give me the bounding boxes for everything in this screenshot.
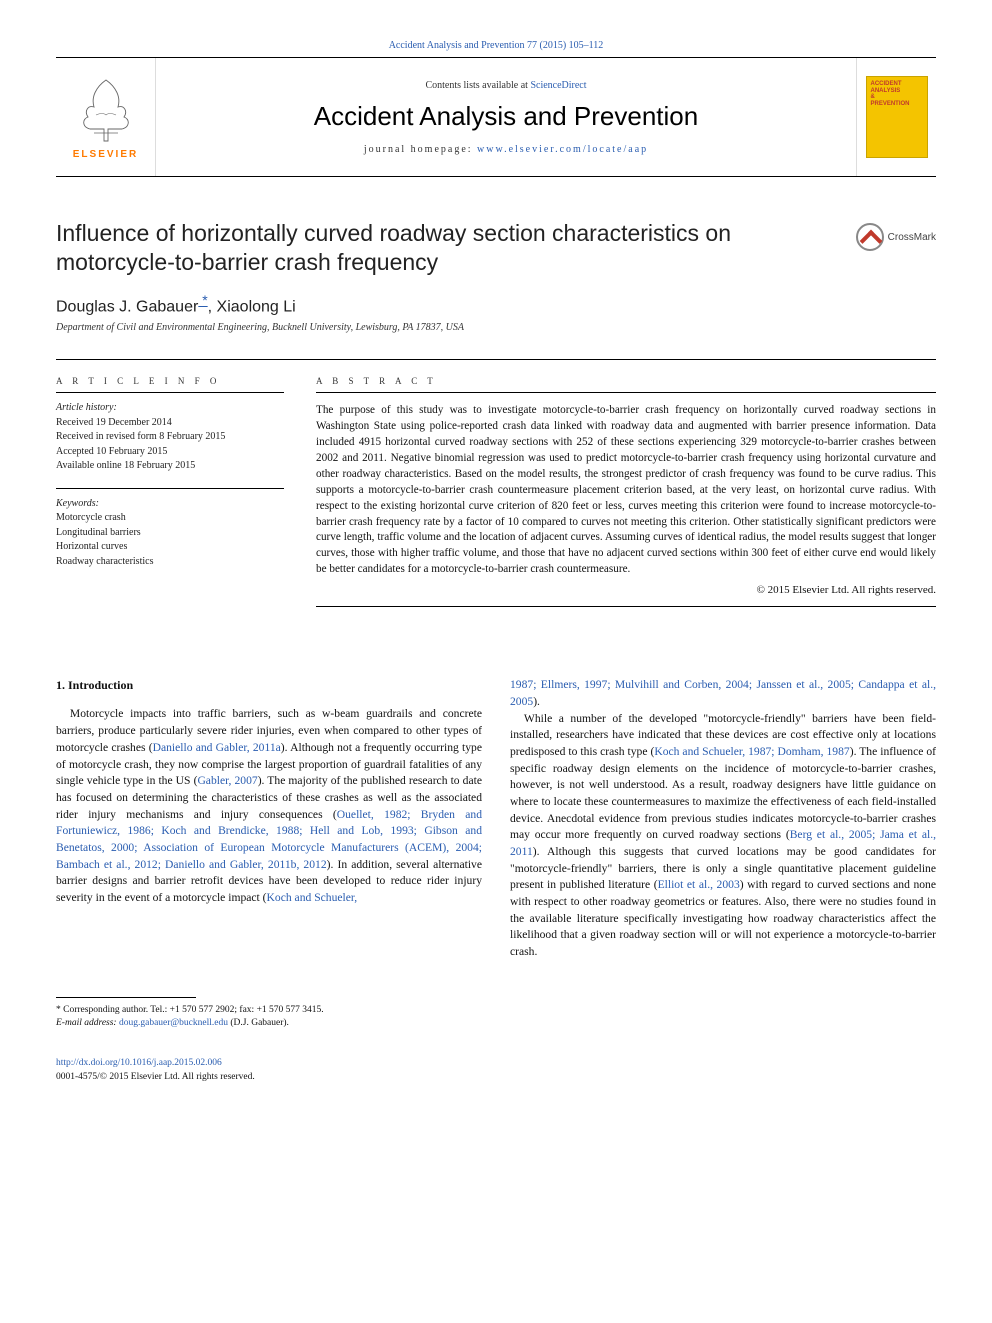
body-paragraph: Motorcycle impacts into traffic barriers…: [56, 706, 482, 906]
cover-word: ANALYSIS: [871, 88, 923, 95]
body-column-right: 1987; Ellmers, 1997; Mulvihill and Corbe…: [510, 677, 936, 1084]
abstract-text: The purpose of this study was to investi…: [316, 403, 936, 578]
article-info-column: A R T I C L E I N F O Article history: R…: [56, 360, 284, 607]
body-two-column: 1. Introduction Motorcycle impacts into …: [56, 677, 936, 1084]
keyword: Motorcycle crash: [56, 511, 284, 526]
contents-prefix: Contents lists available at: [425, 80, 530, 91]
sciencedirect-link[interactable]: ScienceDirect: [530, 80, 586, 91]
journal-cover-block: ACCIDENT ANALYSIS & PREVENTION: [856, 58, 936, 176]
keywords-block: Keywords: Motorcycle crash Longitudinal …: [56, 497, 284, 570]
citation-link[interactable]: Koch and Schueler,: [267, 891, 358, 904]
section-heading-introduction: 1. Introduction: [56, 677, 482, 694]
issn-copyright-line: 0001-4575/© 2015 Elsevier Ltd. All right…: [56, 1071, 482, 1085]
citation-link[interactable]: 1987; Ellmers, 1997; Mulvihill and Corbe…: [510, 678, 936, 708]
body-paragraph: While a number of the developed "motorcy…: [510, 711, 936, 961]
elsevier-tree-icon: [76, 75, 136, 145]
publisher-name: ELSEVIER: [73, 149, 138, 160]
email-tail: (D.J. Gabauer).: [228, 1018, 289, 1028]
history-accepted: Accepted 10 February 2015: [56, 445, 284, 460]
keywords-label: Keywords:: [56, 497, 284, 512]
footnote-line: * Corresponding author. Tel.: +1 570 577…: [56, 1004, 482, 1017]
article-title: Influence of horizontally curved roadway…: [56, 219, 826, 278]
authors-text-2: , Xiaolong Li: [208, 298, 296, 315]
masthead: ELSEVIER Contents lists available at Sci…: [56, 57, 936, 177]
cover-word: &: [871, 94, 923, 101]
article-history-block: Article history: Received 19 December 20…: [56, 401, 284, 474]
divider: [316, 606, 936, 607]
authors-line: Douglas J. Gabauer *, Xiaolong Li: [56, 292, 936, 316]
journal-reference-line: Accident Analysis and Prevention 77 (201…: [56, 40, 936, 51]
body-text: ). The influence of specific roadway des…: [510, 745, 936, 841]
authors-text: Douglas J. Gabauer: [56, 298, 198, 315]
abstract-heading: A B S T R A C T: [316, 376, 936, 393]
citation-link[interactable]: Koch and Schueler, 1987; Domham, 1987: [654, 745, 849, 758]
journal-title: Accident Analysis and Prevention: [156, 101, 856, 132]
journal-homepage-link[interactable]: www.elsevier.com/locate/aap: [477, 144, 648, 155]
history-received: Received 19 December 2014: [56, 416, 284, 431]
journal-homepage-line: journal homepage: www.elsevier.com/locat…: [156, 144, 856, 155]
homepage-prefix: journal homepage:: [364, 144, 477, 155]
cover-word: ACCIDENT: [871, 81, 923, 88]
email-label: E-mail address:: [56, 1018, 119, 1028]
body-column-left: 1. Introduction Motorcycle impacts into …: [56, 677, 482, 1084]
citation-link[interactable]: Gabler, 2007: [197, 774, 257, 787]
history-online: Available online 18 February 2015: [56, 459, 284, 474]
journal-cover-icon: ACCIDENT ANALYSIS & PREVENTION: [866, 76, 928, 158]
keyword: Roadway characteristics: [56, 555, 284, 570]
history-revised: Received in revised form 8 February 2015: [56, 430, 284, 445]
keyword: Horizontal curves: [56, 540, 284, 555]
footnote-email-line: E-mail address: doug.gabauer@bucknell.ed…: [56, 1017, 482, 1030]
body-text: ).: [533, 695, 540, 708]
crossmark-badge[interactable]: CrossMark: [856, 223, 936, 251]
abstract-column: A B S T R A C T The purpose of this stud…: [316, 360, 936, 607]
contents-available-line: Contents lists available at ScienceDirec…: [156, 80, 856, 91]
footnote-rule: [56, 997, 196, 998]
citation-link[interactable]: Daniello and Gabler, 2011a: [153, 741, 281, 754]
email-link[interactable]: doug.gabauer@bucknell.edu: [119, 1018, 228, 1028]
history-label: Article history:: [56, 401, 284, 416]
abstract-copyright: © 2015 Elsevier Ltd. All rights reserved…: [316, 584, 936, 596]
corresponding-author-footnote: * Corresponding author. Tel.: +1 570 577…: [56, 1004, 482, 1030]
publisher-logo-block: ELSEVIER: [56, 58, 156, 176]
citation-link[interactable]: Elliot et al., 2003: [658, 878, 740, 891]
doi-link[interactable]: http://dx.doi.org/10.1016/j.aap.2015.02.…: [56, 1058, 222, 1068]
body-paragraph-continuation: 1987; Ellmers, 1997; Mulvihill and Corbe…: [510, 677, 936, 710]
masthead-center: Contents lists available at ScienceDirec…: [156, 72, 856, 163]
affiliation: Department of Civil and Environmental En…: [56, 322, 936, 333]
crossmark-label: CrossMark: [888, 232, 936, 243]
cover-word: PREVENTION: [871, 101, 923, 108]
crossmark-icon: [856, 223, 884, 251]
article-info-heading: A R T I C L E I N F O: [56, 376, 284, 393]
doi-block: http://dx.doi.org/10.1016/j.aap.2015.02.…: [56, 1057, 482, 1084]
keyword: Longitudinal barriers: [56, 526, 284, 541]
divider: [56, 488, 284, 489]
corresponding-author-link[interactable]: *: [198, 292, 207, 308]
